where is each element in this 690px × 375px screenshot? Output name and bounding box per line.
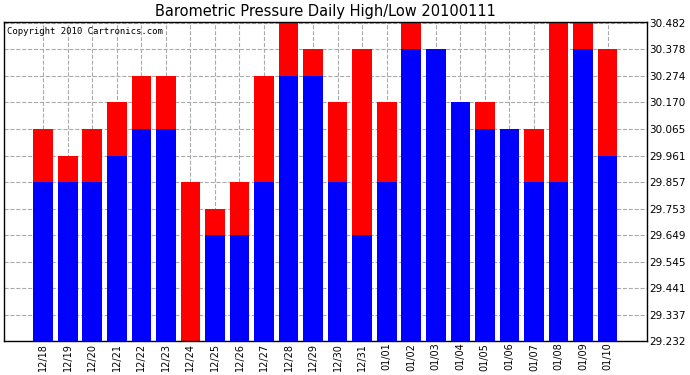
- Bar: [377, 182, 397, 341]
- Bar: [304, 76, 323, 341]
- Bar: [156, 129, 176, 341]
- Bar: [107, 102, 126, 341]
- Bar: [279, 76, 298, 341]
- Bar: [500, 129, 519, 341]
- Bar: [304, 50, 323, 341]
- Bar: [58, 182, 77, 341]
- Bar: [549, 23, 569, 341]
- Bar: [33, 129, 53, 341]
- Bar: [598, 156, 618, 341]
- Bar: [230, 235, 249, 341]
- Bar: [402, 50, 421, 341]
- Bar: [451, 102, 470, 341]
- Bar: [58, 156, 77, 341]
- Bar: [82, 129, 102, 341]
- Bar: [328, 182, 348, 341]
- Bar: [475, 129, 495, 341]
- Bar: [254, 182, 274, 341]
- Bar: [279, 23, 298, 341]
- Bar: [426, 50, 446, 341]
- Bar: [524, 129, 544, 341]
- Bar: [549, 182, 569, 341]
- Bar: [33, 182, 53, 341]
- Bar: [132, 76, 151, 341]
- Bar: [254, 76, 274, 341]
- Bar: [156, 76, 176, 341]
- Bar: [598, 50, 618, 341]
- Bar: [426, 50, 446, 341]
- Bar: [230, 182, 249, 341]
- Bar: [353, 235, 372, 341]
- Bar: [573, 23, 593, 341]
- Bar: [573, 50, 593, 341]
- Bar: [451, 102, 470, 341]
- Bar: [353, 50, 372, 341]
- Bar: [524, 182, 544, 341]
- Bar: [402, 23, 421, 341]
- Bar: [107, 156, 126, 341]
- Bar: [132, 129, 151, 341]
- Bar: [475, 102, 495, 341]
- Bar: [205, 209, 225, 341]
- Bar: [82, 182, 102, 341]
- Bar: [500, 129, 519, 341]
- Bar: [328, 102, 348, 341]
- Bar: [205, 235, 225, 341]
- Title: Barometric Pressure Daily High/Low 20100111: Barometric Pressure Daily High/Low 20100…: [155, 4, 496, 19]
- Bar: [377, 102, 397, 341]
- Bar: [181, 182, 200, 341]
- Text: Copyright 2010 Cartronics.com: Copyright 2010 Cartronics.com: [8, 27, 164, 36]
